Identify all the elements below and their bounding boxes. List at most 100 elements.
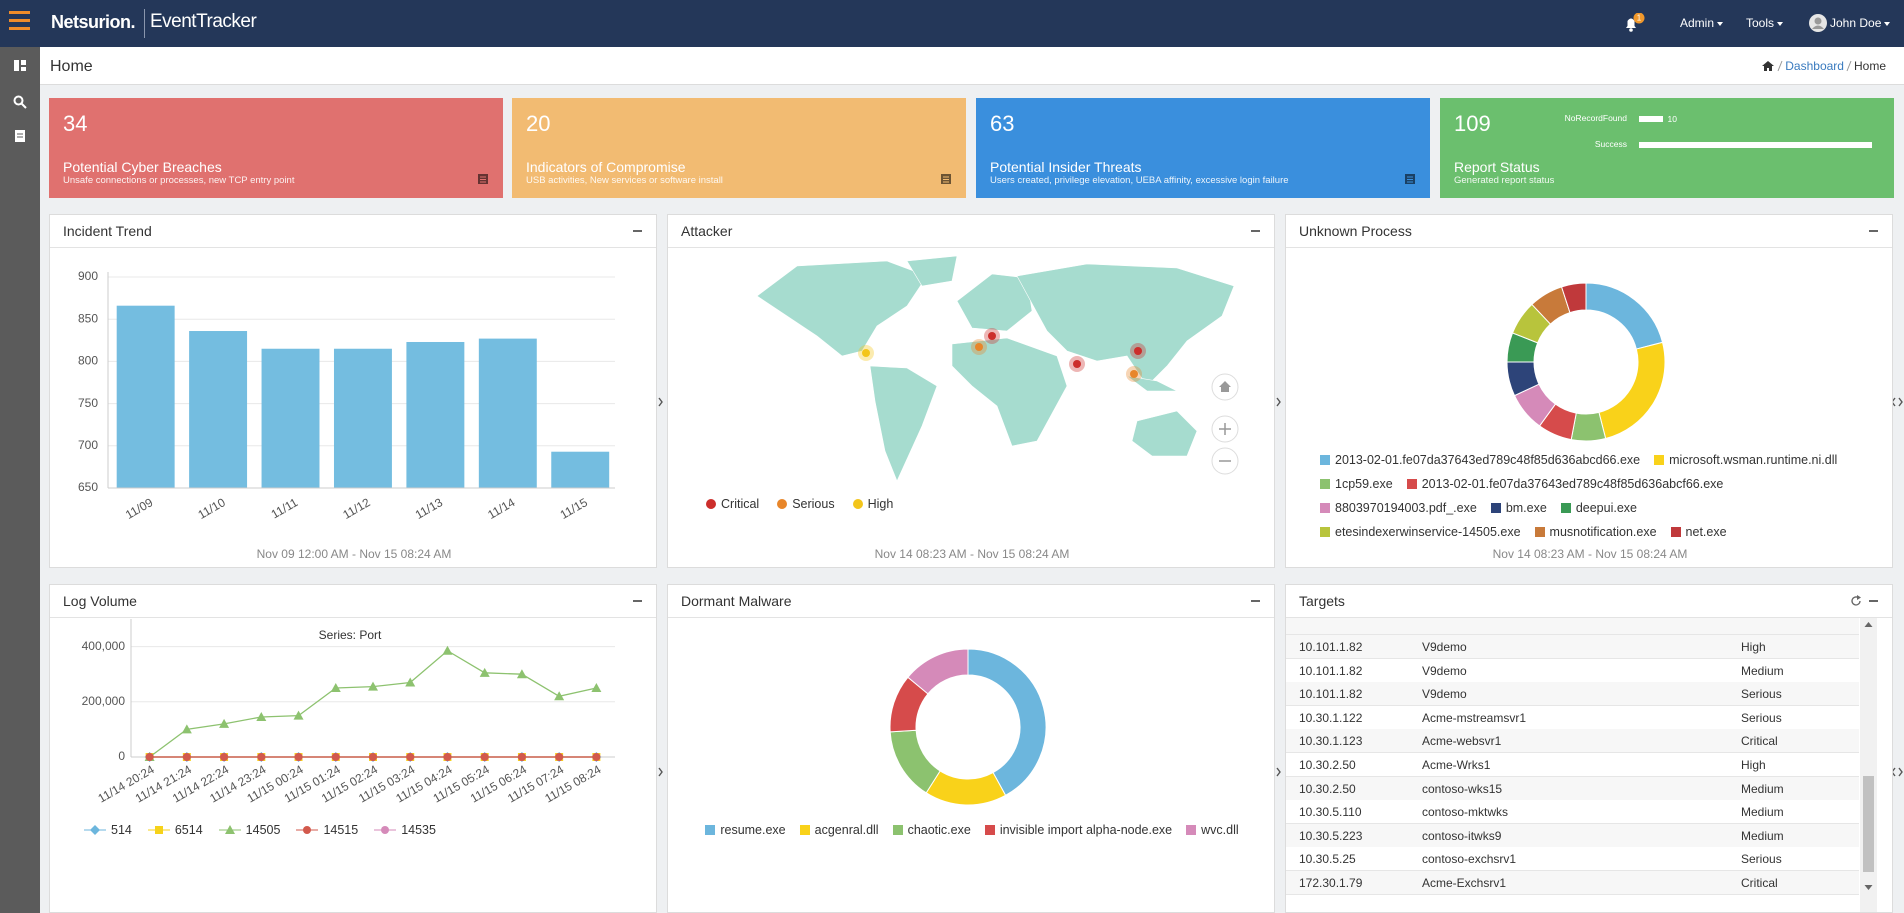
donut-slice[interactable] — [1598, 341, 1666, 440]
kpi-icon[interactable] — [940, 173, 952, 185]
refresh-button[interactable] — [1850, 595, 1862, 607]
kpi-card[interactable]: 109 Report Status Generated report status N… — [1440, 98, 1894, 198]
separator — [1846, 60, 1852, 72]
legend-item[interactable]: wvc.dll — [1186, 823, 1239, 837]
point — [257, 753, 266, 761]
caret — [1777, 21, 1784, 26]
panel-canvas — [889, 648, 1047, 806]
legend-item[interactable]: microsoft.wsman.runtime.ni.dll — [1654, 453, 1837, 467]
collapse-button[interactable] — [633, 600, 642, 602]
kpi-card[interactable]: 34 Potential Cyber Breaches Unsafe connect… — [49, 98, 503, 198]
breadcrumb-link[interactable]: Dashboard — [1785, 59, 1844, 73]
kpi-icon[interactable] — [1404, 173, 1416, 185]
donut-slice[interactable] — [925, 770, 1007, 806]
kpi-icon[interactable] — [477, 173, 489, 185]
panel-title: Attacker — [681, 223, 733, 239]
legend-item[interactable]: chaotic.exe — [892, 823, 971, 837]
table-row[interactable]: 10.30.5.223 contoso-itwks9 Medium — [1286, 823, 1859, 848]
kpi-subtitle: Users created, privilege elevation, UEBA… — [990, 175, 1289, 186]
donut-slice[interactable] — [967, 648, 1047, 797]
point — [182, 753, 191, 761]
table-row[interactable]: 10.30.5.110 contoso-mktwks Medium — [1286, 800, 1859, 825]
collapse-button[interactable] — [1251, 600, 1260, 602]
avatar[interactable] — [1808, 13, 1828, 33]
table-cell: Medium — [1741, 663, 1784, 678]
legend-item[interactable]: 14505 — [218, 823, 280, 837]
table-row[interactable]: 10.101.1.82 V9demo High — [1286, 635, 1859, 659]
legend-item[interactable]: 14535 — [374, 823, 436, 837]
attack-marker[interactable] — [1073, 360, 1081, 368]
collapse-button[interactable] — [633, 230, 642, 232]
legend-item[interactable]: 1cp59.exe — [1320, 477, 1393, 491]
legend-item[interactable]: 2013-02-01.fe07da37643ed789c48f85d636abc… — [1320, 453, 1640, 467]
legend-label: acgenral.dll — [814, 823, 879, 837]
menu-toggle[interactable] — [9, 11, 31, 31]
table-cell: 10.30.1.123 — [1299, 734, 1363, 749]
donut-slice[interactable] — [889, 729, 941, 794]
table-row[interactable]: 10.30.1.123 Acme-websvr1 Critical — [1286, 729, 1859, 754]
chart-subtitle: Series: Port — [319, 628, 382, 642]
user-menu[interactable]: John Doe — [1830, 16, 1891, 30]
table-row[interactable]: 10.101.1.82 V9demo Serious — [1286, 682, 1859, 707]
table-row[interactable]: 10.30.5.25 contoso-exchsrv1 Serious — [1286, 847, 1859, 872]
tools-menu[interactable]: Tools — [1746, 16, 1784, 30]
attack-marker[interactable] — [988, 332, 996, 340]
table-row[interactable]: 172.30.1.79 Acme-Exchsrv1 Critical — [1286, 871, 1859, 895]
legend-item[interactable]: invisible import alpha-node.exe — [984, 823, 1172, 837]
legend-symbol — [218, 825, 241, 834]
table-row[interactable]: 10.101.1.82 V9demo Medium — [1286, 658, 1859, 683]
breadcrumb-current: Home — [1853, 59, 1886, 73]
donut-slice[interactable] — [1560, 282, 1587, 314]
donut-slice[interactable] — [1570, 411, 1607, 442]
legend-item[interactable]: 514 — [84, 823, 132, 837]
table-row[interactable]: 10.30.2.50 Acme-Wrks1 High — [1286, 753, 1859, 777]
legend-swatch — [706, 499, 716, 509]
table-cell: V9demo — [1422, 663, 1467, 678]
kpi-card[interactable]: 20 Indicators of Compromise USB activities… — [512, 98, 966, 198]
home-icon[interactable] — [1761, 60, 1775, 72]
legend-item[interactable]: Serious — [777, 497, 835, 511]
attack-marker[interactable] — [975, 343, 983, 351]
legend-item[interactable]: 6514 — [147, 823, 203, 837]
donut-slice[interactable] — [1585, 282, 1664, 350]
legend-item[interactable]: bm.exe — [1490, 501, 1547, 515]
legend-item[interactable]: High — [852, 497, 893, 511]
notification-count: 1 — [1637, 14, 1642, 23]
table-row[interactable]: 10.30.1.122 Acme-mstreamsvr1 Serious — [1286, 705, 1859, 730]
scrollbar[interactable] — [1860, 618, 1877, 913]
table-cell: 10.30.5.25 — [1299, 852, 1356, 867]
legend-item[interactable]: net.exe — [1670, 525, 1727, 539]
point — [555, 753, 564, 761]
legend-item[interactable]: musnotification.exe — [1534, 525, 1657, 539]
attack-marker[interactable] — [862, 349, 870, 357]
legend-item[interactable]: etesindexerwinservice-14505.exe — [1320, 525, 1521, 539]
legend-label: 1cp59.exe — [1335, 477, 1393, 491]
attack-marker[interactable] — [1130, 370, 1138, 378]
notifications[interactable]: 1 — [1622, 13, 1646, 35]
donut-slice[interactable] — [907, 648, 969, 695]
attack-marker[interactable] — [1134, 347, 1142, 355]
legend-item[interactable]: resume.exe — [705, 823, 786, 837]
continent — [756, 260, 928, 357]
legend-item[interactable]: 2013-02-01.fe07da37643ed789c48f85d636abc… — [1406, 477, 1723, 491]
sidebar-reports[interactable] — [13, 129, 27, 143]
y-tick-label: 400,000 — [82, 639, 126, 653]
kpi-value: 20 — [526, 111, 551, 136]
legend-item[interactable]: 14515 — [296, 823, 358, 837]
point — [405, 677, 416, 687]
legend-item[interactable]: acgenral.dll — [799, 823, 879, 837]
legend-item[interactable]: 8803970194003.pdf_.exe — [1320, 501, 1477, 515]
collapse-button[interactable] — [1251, 230, 1260, 232]
collapse-button[interactable] — [1869, 230, 1878, 232]
point — [368, 681, 378, 691]
kpi-title: Report Status — [1454, 159, 1540, 175]
kpi-card[interactable]: 63 Potential Insider Threats Users created… — [976, 98, 1430, 198]
legend-item[interactable]: Critical — [706, 497, 759, 511]
sidebar-dashboard[interactable] — [13, 59, 27, 73]
collapse-button[interactable] — [1869, 600, 1878, 602]
sidebar-search[interactable] — [13, 95, 27, 109]
admin-menu[interactable]: Admin — [1680, 16, 1724, 30]
legend-item[interactable]: deepui.exe — [1560, 501, 1637, 515]
table-cell: Acme-Exchsrv1 — [1422, 876, 1507, 890]
table-row[interactable]: 10.30.2.50 contoso-wks15 Medium — [1286, 776, 1859, 801]
